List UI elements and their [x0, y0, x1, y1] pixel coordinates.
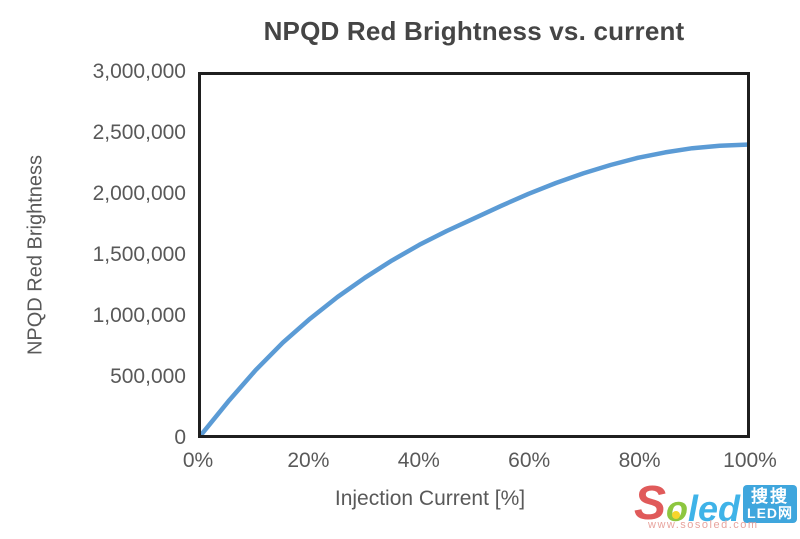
y-tick-label: 1,000,000	[92, 304, 186, 327]
watermark-logo: S o led 搜搜 LED网 www.sosoled.com	[634, 476, 798, 531]
watermark-badge-line1: 搜搜	[751, 487, 790, 507]
brightness-curve-svg	[201, 142, 747, 435]
y-tick-label: 0	[174, 426, 186, 449]
watermark-badge: 搜搜 LED网	[743, 485, 798, 523]
watermark-badge-line2: LED网	[747, 505, 794, 522]
x-tick-label: 80%	[618, 449, 661, 472]
x-tick-label: 40%	[397, 449, 440, 472]
x-tick-label: 20%	[287, 449, 330, 472]
x-tick-label: 100%	[723, 449, 777, 472]
watermark-brand-row: S o led 搜搜 LED网	[634, 476, 798, 530]
chart-title: NPQD Red Brightness vs. current	[263, 16, 685, 46]
x-tick-label: 60%	[508, 449, 551, 472]
x-axis-title: Injection Current [%]	[334, 487, 526, 510]
brightness-curve	[201, 142, 747, 435]
y-axis-title: NPQD Red Brightness	[24, 154, 47, 356]
y-tick-label: 3,000,000	[92, 60, 186, 83]
watermark-url: www.sosoled.com	[648, 519, 759, 531]
plot-area	[198, 72, 750, 438]
watermark-bulb-o-icon: o	[666, 487, 689, 529]
y-tick-label: 1,500,000	[92, 243, 186, 266]
y-tick-label: 2,500,000	[92, 121, 186, 144]
watermark-brand-s: S	[634, 476, 667, 530]
y-axis-tick-labels: 3,000,000 2,500,000 2,000,000 1,500,000 …	[52, 60, 186, 449]
watermark-brand-led: led	[688, 487, 741, 529]
x-tick-label: 0%	[182, 449, 214, 472]
y-tick-label: 500,000	[110, 364, 186, 388]
y-tick-label: 2,000,000	[92, 181, 186, 205]
x-axis-tick-labels: 0% 20% 40% 60% 80% 100%	[183, 449, 777, 473]
